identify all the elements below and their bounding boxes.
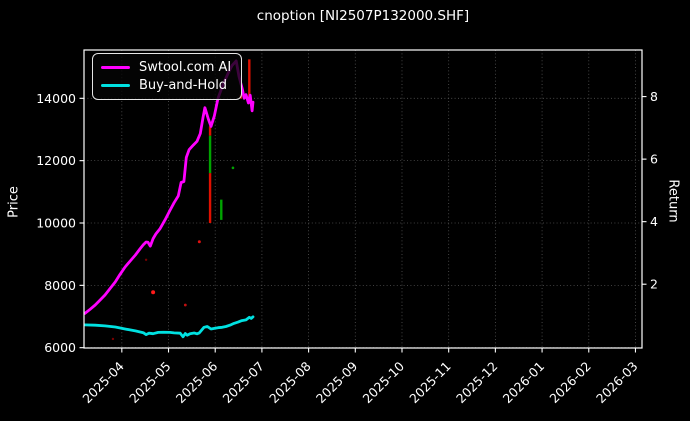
- x-tick-label: 2025-07: [219, 359, 267, 407]
- scatter-dot: [151, 290, 156, 295]
- x-tick-label: 2026-02: [546, 359, 594, 407]
- y-axis-label-return: Return: [665, 179, 681, 223]
- x-tick-label: 2025-04: [79, 358, 127, 406]
- y-axis-label-price: Price: [6, 186, 22, 218]
- x-tick-label: 2025-09: [313, 358, 361, 406]
- ai-line-swatch: [101, 65, 130, 70]
- scatter-markers: [111, 166, 235, 341]
- chart-title: cnoption [NI2507P132000.SHF]: [256, 8, 470, 24]
- scatter-dot: [183, 303, 187, 307]
- return-tick-label: 8: [650, 89, 658, 104]
- legend-label-buy-and-hold: Buy-and-Hold: [139, 78, 228, 93]
- legend: Swtool.com AI Buy-and-Hold: [92, 53, 242, 100]
- x-tick-label: 2026-01: [500, 359, 548, 407]
- buy-and-hold-line-swatch: [101, 83, 130, 88]
- scatter-dot: [111, 337, 115, 341]
- grid-lines: [84, 50, 642, 349]
- legend-item-ai: Swtool.com AI: [101, 60, 233, 75]
- scatter-dot: [144, 258, 148, 261]
- return-tick-label: 6: [650, 152, 658, 167]
- price-axis-ticks: 6000 8000 10000 12000 14000: [36, 91, 84, 355]
- plot-border: [83, 49, 643, 349]
- x-axis-ticks: 2025-04 2025-05 2025-06 2025-07 2025-08 2025-…: [79, 348, 641, 407]
- return-tick-label: 4: [650, 214, 658, 229]
- price-tick-label: 8000: [44, 278, 76, 293]
- price-tick-label: 10000: [36, 216, 76, 231]
- buy-and-hold-series-line: [83, 315, 255, 339]
- x-tick-label: 2025-08: [266, 358, 314, 406]
- return-tick-label: 2: [650, 277, 658, 292]
- x-tick-label: 2025-12: [453, 359, 501, 407]
- return-axis-ticks: 2 4 6 8: [642, 89, 658, 292]
- scatter-dot: [231, 166, 235, 170]
- legend-label-ai: Swtool.com AI: [139, 60, 232, 75]
- x-tick-label: 2026-03: [593, 359, 641, 407]
- x-tick-label: 2025-06: [173, 358, 221, 406]
- x-tick-label: 2025-10: [360, 358, 408, 406]
- trade-event-bars: [208, 59, 251, 224]
- legend-item-buy-and-hold: Buy-and-Hold: [101, 78, 233, 93]
- x-tick-label: 2025-05: [126, 359, 174, 407]
- price-tick-label: 12000: [36, 153, 76, 168]
- scatter-dot: [197, 240, 201, 244]
- price-tick-label: 14000: [36, 91, 76, 106]
- price-tick-label: 6000: [44, 340, 76, 355]
- x-tick-label: 2025-11: [406, 359, 454, 407]
